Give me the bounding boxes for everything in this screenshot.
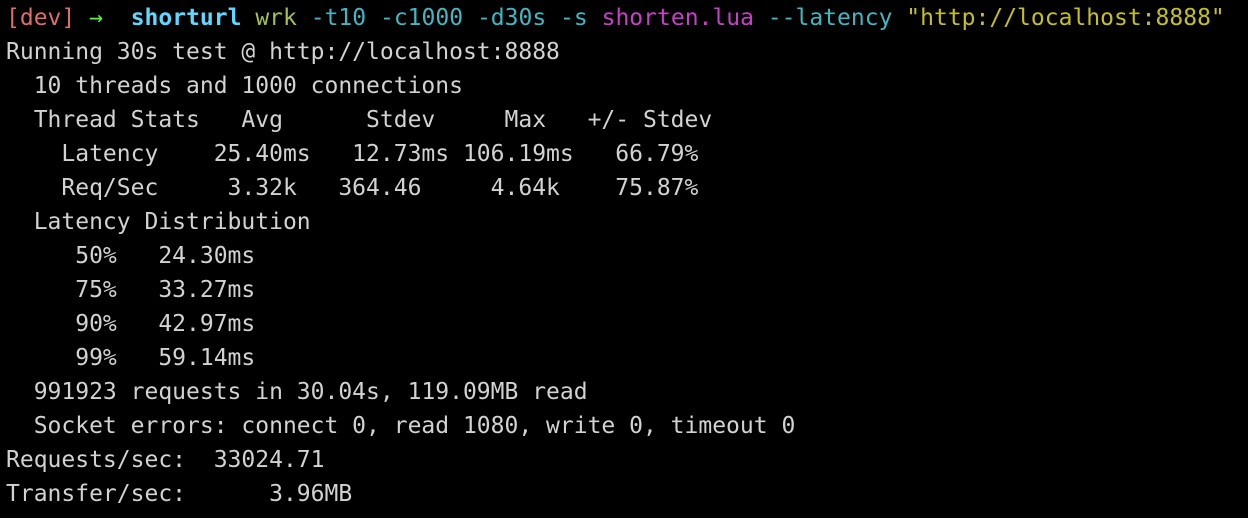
prompt-space-6 bbox=[366, 5, 380, 31]
transfer-per-sec-line: Transfer/sec: 3.96MB bbox=[6, 481, 353, 507]
socket-errors-line: Socket errors: connect 0, read 1080, wri… bbox=[6, 413, 796, 439]
latency-distribution-row-50: 50% 24.30ms bbox=[6, 243, 256, 269]
thread-stats-row-latency: Latency 25.40ms 12.73ms 106.19ms 66.79% bbox=[6, 141, 699, 167]
latency-distribution-row-90: 90% 42.97ms bbox=[6, 311, 256, 337]
prompt-arrow-icon: → bbox=[89, 5, 103, 31]
flag-latency: --latency bbox=[767, 5, 893, 31]
latency-distribution-header: Latency Distribution bbox=[6, 209, 311, 235]
script-filename: shorten.lua bbox=[601, 5, 754, 31]
flag-threads: -t10 bbox=[310, 5, 367, 31]
thread-stats-row-reqsec: Req/Sec 3.32k 364.46 4.64k 75.87% bbox=[6, 175, 699, 201]
prompt-space-3 bbox=[117, 5, 131, 31]
prompt-space-7 bbox=[463, 5, 477, 31]
requests-per-sec-line: Requests/sec: 33024.71 bbox=[6, 447, 325, 473]
flag-duration: -d30s bbox=[476, 5, 547, 31]
latency-distribution-row-75: 75% 33.27ms bbox=[6, 277, 256, 303]
flag-connections: -c1000 bbox=[379, 5, 464, 31]
prompt-space-2 bbox=[103, 5, 117, 31]
target-url-argument: "http://localhost:8888" bbox=[906, 5, 1225, 31]
prompt-space-8 bbox=[546, 5, 560, 31]
prompt-line: [dev] → shorturl wrk -t10 -c1000 -d30s -… bbox=[0, 0, 1248, 35]
flag-script-option: -s bbox=[560, 5, 588, 31]
prompt-space-1 bbox=[75, 5, 89, 31]
command-name: wrk bbox=[255, 5, 297, 31]
prompt-context: [dev] bbox=[6, 5, 76, 31]
prompt-directory: shorturl bbox=[130, 5, 242, 31]
prompt-space-11 bbox=[892, 5, 906, 31]
output-config-line: 10 threads and 1000 connections bbox=[6, 73, 463, 99]
prompt-space-4 bbox=[241, 5, 255, 31]
output-running-line: Running 30s test @ http://localhost:8888 bbox=[6, 39, 560, 65]
prompt-space-5 bbox=[297, 5, 311, 31]
requests-summary-line: 991923 requests in 30.04s, 119.09MB read bbox=[6, 379, 588, 405]
thread-stats-header: Thread Stats Avg Stdev Max +/- Stdev bbox=[6, 107, 713, 133]
prompt-space-10 bbox=[754, 5, 768, 31]
latency-distribution-row-99: 99% 59.14ms bbox=[6, 345, 256, 371]
prompt-space-9 bbox=[588, 5, 602, 31]
